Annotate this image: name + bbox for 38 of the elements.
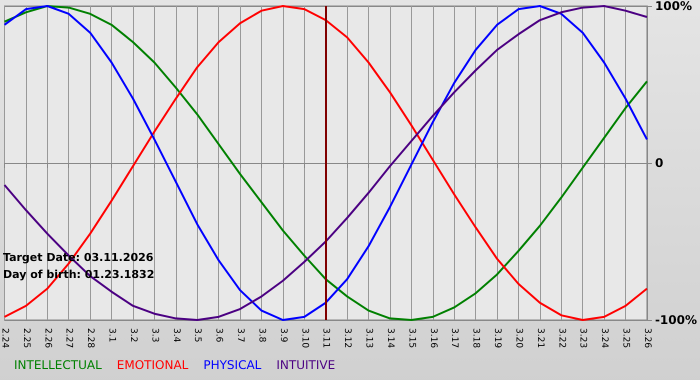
x-tick-label: 3.6 [214,328,224,343]
x-tick-label: 2.26 [42,328,52,348]
text: EMOTIONAL [116,358,189,372]
x-tick-label: 3.1 [106,328,117,342]
x-tick-label: 3.14 [384,328,395,348]
x-tick-label: 3.15 [406,328,416,348]
x-tick-label: 3.21 [534,328,545,348]
x-tick-label: 3.17 [449,328,460,348]
x-tick-label: 3.13 [364,328,374,348]
x-tick-label: 3.18 [470,328,481,348]
x-tick-label: 3.20 [513,328,524,348]
x-tick-label: 3.5 [192,328,202,342]
x-tick-label: 3.11 [320,328,331,348]
x-tick-label: 2.27 [64,328,74,348]
x-tick-label: 3.12 [342,328,352,348]
text: PHYSICAL [203,358,262,372]
x-tick-label: 3.25 [620,328,631,348]
x-tick-label: 2.25 [20,328,31,348]
x-tick-label: 3.7 [235,328,246,342]
text: INTUITIVE [276,358,336,372]
x-tick-label: 3.23 [578,328,588,348]
x-tick-label: 3.22 [556,328,566,348]
x-tick-label: 3.19 [492,328,502,348]
x-tick-label: 3.2 [128,328,138,342]
x-tick-label: 3.9 [278,328,288,343]
x-tick-label: 3.10 [299,328,310,348]
x-tick-label: 3.26 [642,328,652,348]
x-tick-label: 3.3 [149,328,160,342]
x-tick-label: 2.28 [85,328,96,348]
x-tick-label: 3.8 [256,328,266,343]
x-tick-label: 3.24 [599,328,610,348]
x-tick-label: 2.24 [0,328,10,348]
y-tick-label: -100% [654,313,698,327]
x-tick-label: 3.16 [428,328,438,348]
y-tick-label: 100% [654,0,692,13]
text: INTELLECTUAL [14,358,102,372]
y-tick-label: 0 [654,156,664,170]
x-tick-label: 3.4 [170,328,181,343]
